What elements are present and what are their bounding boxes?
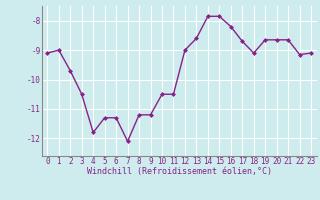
X-axis label: Windchill (Refroidissement éolien,°C): Windchill (Refroidissement éolien,°C) — [87, 167, 272, 176]
